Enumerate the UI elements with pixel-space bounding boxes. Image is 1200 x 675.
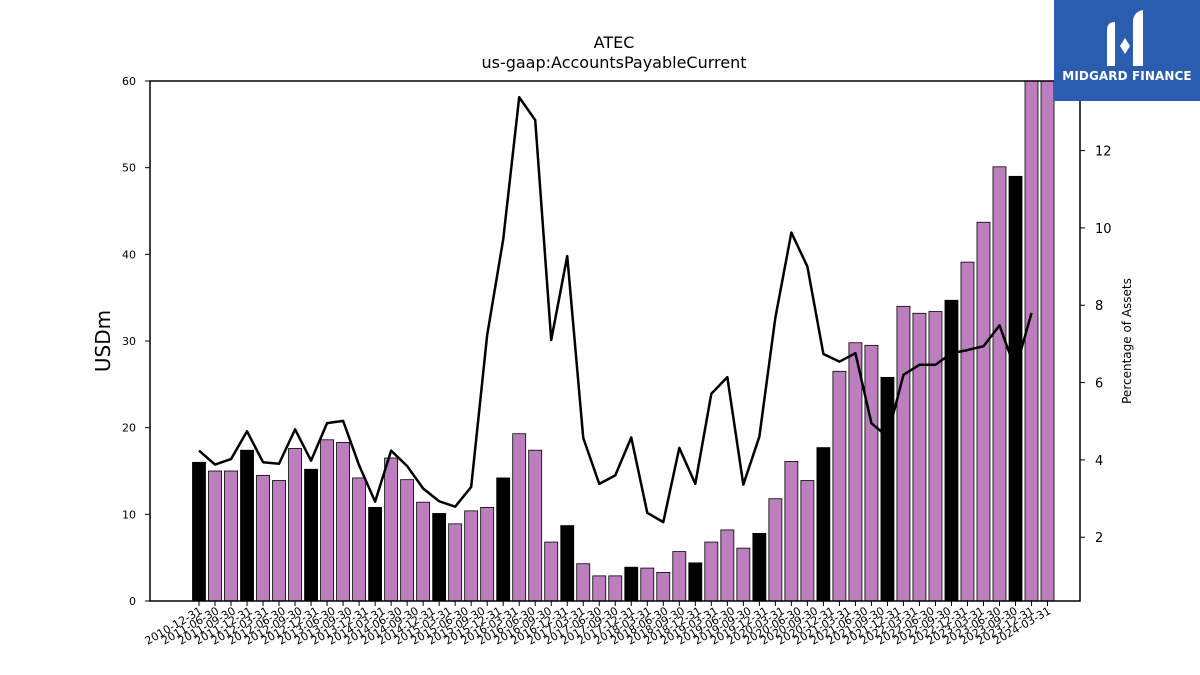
bar bbox=[768, 498, 783, 602]
y2-axis-label: Percentage of Assets bbox=[1120, 278, 1134, 404]
y-tick-label: 20 bbox=[122, 422, 136, 435]
bar bbox=[864, 344, 879, 602]
bar bbox=[544, 541, 559, 602]
brand-name: MIDGARD FINANCE bbox=[1062, 69, 1192, 83]
bar bbox=[752, 533, 767, 602]
bar bbox=[784, 461, 799, 602]
bar bbox=[208, 470, 222, 602]
bar bbox=[704, 541, 719, 602]
bar bbox=[512, 433, 527, 602]
bar bbox=[288, 448, 302, 602]
bar bbox=[400, 479, 415, 602]
bar bbox=[304, 468, 318, 602]
bar bbox=[848, 342, 863, 602]
bar bbox=[672, 551, 687, 602]
bar bbox=[592, 575, 607, 602]
y-axis-left: 0 10 20 30 40 50 60 bbox=[122, 75, 150, 608]
bar bbox=[560, 525, 575, 602]
bar bbox=[240, 449, 254, 602]
bar bbox=[608, 575, 623, 602]
bar bbox=[576, 563, 591, 602]
y2-tick-label: 8 bbox=[1095, 299, 1103, 314]
bar bbox=[816, 447, 831, 602]
chart-subtitle: us-gaap:AccountsPayableCurrent bbox=[481, 53, 746, 72]
bar bbox=[416, 501, 431, 602]
bar bbox=[448, 523, 463, 602]
y-tick-label: 50 bbox=[122, 162, 136, 175]
bar bbox=[800, 480, 815, 602]
bar bbox=[192, 461, 206, 602]
y2-tick-label: 10 bbox=[1095, 222, 1112, 237]
bar bbox=[496, 477, 511, 602]
bar bbox=[480, 506, 495, 602]
midgard-logo-icon bbox=[1107, 10, 1143, 66]
brand-logo: MIDGARD FINANCE bbox=[1054, 0, 1200, 101]
bar bbox=[1008, 175, 1023, 602]
y-tick-label: 60 bbox=[122, 75, 136, 88]
bar bbox=[832, 370, 847, 602]
bar bbox=[960, 261, 975, 602]
y-axis-label: USDm bbox=[91, 310, 115, 372]
bar bbox=[528, 449, 543, 602]
y2-tick-label: 4 bbox=[1095, 454, 1103, 469]
y2-tick-label: 6 bbox=[1095, 377, 1103, 392]
bar bbox=[384, 457, 399, 602]
bar bbox=[624, 566, 639, 602]
bar bbox=[992, 166, 1007, 602]
bar-group bbox=[192, 80, 1055, 602]
bar bbox=[352, 477, 367, 602]
bar bbox=[720, 529, 735, 602]
y2-tick-label: 12 bbox=[1095, 145, 1112, 160]
bar bbox=[736, 547, 751, 602]
bar bbox=[944, 299, 959, 602]
x-axis: 2010-12-312011-06-302011-09-302011-12-31… bbox=[143, 601, 1053, 648]
bar bbox=[224, 470, 238, 602]
bar bbox=[336, 441, 350, 602]
bar bbox=[640, 567, 655, 602]
pct-of-assets-line bbox=[198, 95, 1033, 524]
y-tick-label: 40 bbox=[122, 248, 136, 261]
bar bbox=[896, 305, 911, 602]
bar bbox=[320, 439, 334, 602]
bar bbox=[272, 480, 286, 602]
y2-tick-label: 2 bbox=[1095, 531, 1103, 546]
bar bbox=[912, 312, 927, 602]
bar bbox=[1040, 80, 1055, 602]
y-tick-label: 10 bbox=[122, 508, 136, 521]
chart-title: ATEC bbox=[594, 33, 635, 52]
bar bbox=[256, 474, 270, 602]
bar bbox=[880, 376, 895, 602]
bar bbox=[928, 311, 943, 602]
bar bbox=[656, 572, 671, 602]
y-tick-label: 0 bbox=[129, 595, 136, 608]
bar bbox=[432, 513, 447, 602]
bar bbox=[464, 510, 479, 602]
bar bbox=[976, 221, 991, 602]
y-axis-right: 2 4 6 8 10 12 bbox=[1080, 145, 1112, 546]
bar bbox=[1024, 80, 1039, 602]
bar bbox=[688, 562, 703, 602]
y-tick-label: 30 bbox=[122, 335, 136, 348]
bar bbox=[368, 506, 383, 602]
